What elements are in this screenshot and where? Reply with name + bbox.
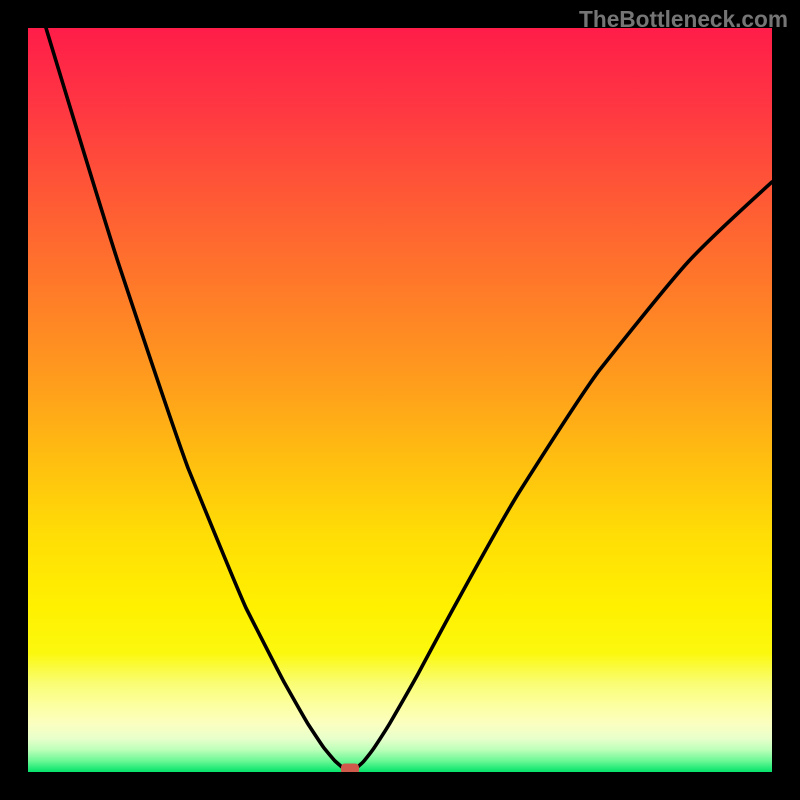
minimum-marker xyxy=(341,764,359,775)
bottleneck-curve xyxy=(28,28,772,772)
chart-frame: TheBottleneck.com xyxy=(0,0,800,800)
watermark-text: TheBottleneck.com xyxy=(579,6,788,33)
plot-area xyxy=(28,28,772,772)
